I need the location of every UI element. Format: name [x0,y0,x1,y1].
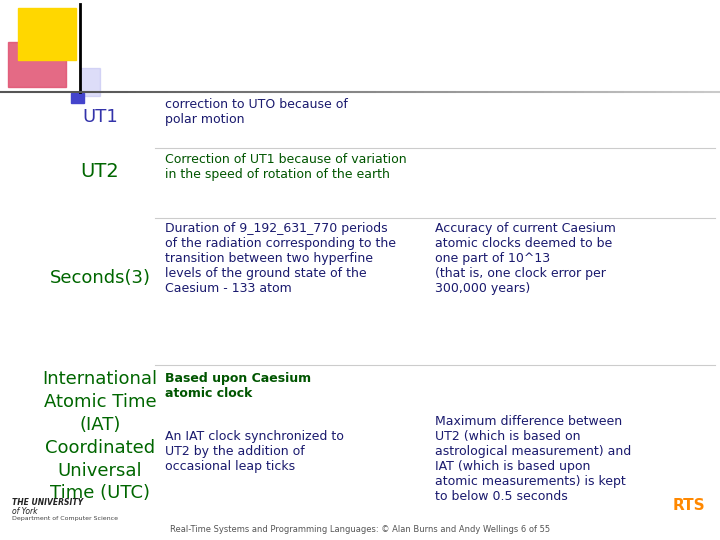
Text: RTS: RTS [672,498,705,513]
Text: International
Atomic Time
(IAT)
Coordinated
Universal
Time (UTC): International Atomic Time (IAT) Coordina… [42,370,158,503]
Text: Correction of UT1 because of variation
in the speed of rotation of the earth: Correction of UT1 because of variation i… [165,153,407,181]
Text: UT1: UT1 [82,108,118,126]
Text: Accuracy of current Caesium
atomic clocks deemed to be
one part of 10^13
(that i: Accuracy of current Caesium atomic clock… [435,222,616,295]
Text: Maximum difference between
UT2 (which is based on
astrological measurement) and
: Maximum difference between UT2 (which is… [435,415,631,503]
Bar [8,42,66,87]
Text: Real-Time Systems and Programming Languages: © Alan Burns and Andy Wellings 6 of: Real-Time Systems and Programming Langua… [170,525,550,534]
Text: THE UNIVERSITY: THE UNIVERSITY [12,498,83,507]
Bar [18,8,76,60]
Text: An IAT clock synchronized to
UT2 by the addition of
occasional leap ticks: An IAT clock synchronized to UT2 by the … [165,430,344,473]
Text: of York: of York [12,507,37,516]
Bar [80,68,100,96]
Text: Duration of 9_192_631_770 periods
of the radiation corresponding to the
transiti: Duration of 9_192_631_770 periods of the… [165,222,396,295]
Text: UT2: UT2 [81,162,120,181]
Text: correction to UTO because of
polar motion: correction to UTO because of polar motio… [165,98,348,126]
Text: Seconds(3): Seconds(3) [50,269,150,287]
Text: Department of Computer Science: Department of Computer Science [12,516,118,521]
Bar [71,93,84,103]
Text: Based upon Caesium
atomic clock: Based upon Caesium atomic clock [165,372,311,400]
